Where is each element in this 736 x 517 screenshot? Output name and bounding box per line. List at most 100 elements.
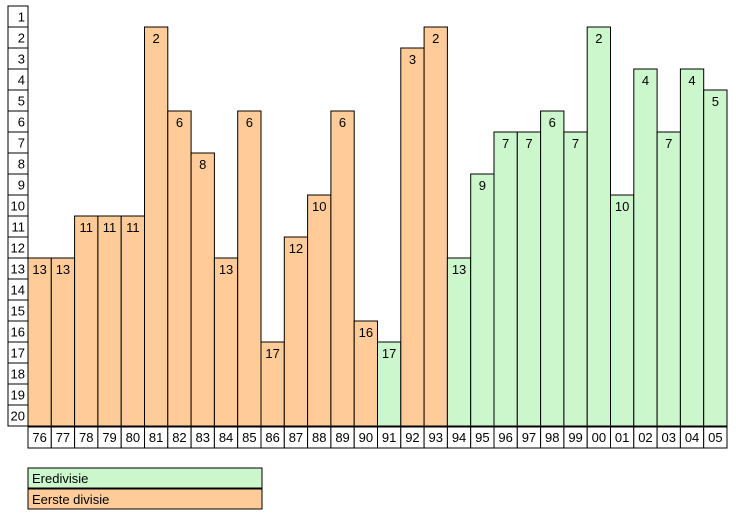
bar-value-label: 3 — [409, 52, 416, 67]
y-tick-label: 16 — [11, 325, 25, 340]
x-tick-label: 84 — [219, 430, 233, 445]
y-tick-label: 18 — [11, 367, 25, 382]
bar — [120, 215, 145, 427]
x-tick-label: 89 — [335, 430, 349, 445]
bar — [144, 26, 169, 427]
y-tick-label: 3 — [18, 52, 25, 67]
bar — [610, 194, 635, 427]
bar-value-label: 10 — [312, 199, 326, 214]
bar — [493, 131, 518, 427]
x-tick-label: 99 — [568, 430, 582, 445]
bar-value-label: 6 — [246, 115, 253, 130]
bar — [74, 215, 99, 427]
x-tick-label: 87 — [289, 430, 303, 445]
x-tick-label: 97 — [522, 430, 536, 445]
x-tick-label: 82 — [172, 430, 186, 445]
bar-value-label: 17 — [265, 346, 279, 361]
x-tick-label: 94 — [452, 430, 466, 445]
bar-value-label: 9 — [479, 178, 486, 193]
legend-label-eerste-divisie: Eerste divisie — [32, 492, 109, 507]
bar-value-label: 2 — [432, 31, 439, 46]
y-tick-label: 17 — [11, 346, 25, 361]
x-tick-label: 81 — [149, 430, 163, 445]
bar — [27, 257, 52, 427]
bar-value-label: 13 — [56, 262, 70, 277]
bar-value-label: 8 — [199, 157, 206, 172]
bar — [190, 152, 215, 427]
bar — [516, 131, 542, 427]
legend-label-eredivisie: Eredivisie — [32, 471, 88, 486]
y-tick-label: 6 — [18, 115, 25, 130]
bar — [656, 131, 681, 427]
bar — [586, 26, 612, 427]
y-tick-label: 10 — [11, 199, 25, 214]
bar-value-label: 17 — [382, 346, 396, 361]
bar — [50, 257, 76, 427]
bar — [563, 131, 588, 427]
bar-value-label: 13 — [452, 262, 466, 277]
y-tick-label: 14 — [11, 283, 25, 298]
bar-value-label: 16 — [359, 325, 373, 340]
y-tick-label: 20 — [11, 409, 25, 424]
x-tick-label: 01 — [615, 430, 629, 445]
x-tick-label: 00 — [592, 430, 606, 445]
bar — [540, 110, 565, 427]
bar — [679, 68, 705, 427]
x-tick-label: 96 — [498, 430, 512, 445]
y-tick-label: 13 — [11, 262, 25, 277]
bar-value-label: 4 — [642, 73, 649, 88]
bar — [400, 47, 425, 427]
x-tick-label: 77 — [56, 430, 70, 445]
x-tick-label: 91 — [382, 430, 396, 445]
bar-value-label: 6 — [549, 115, 556, 130]
bar-value-label: 2 — [153, 31, 160, 46]
y-tick-label: 9 — [18, 178, 25, 193]
y-tick-label: 12 — [11, 241, 25, 256]
bar — [307, 194, 332, 427]
bar-value-label: 5 — [712, 94, 719, 109]
x-tick-label: 90 — [359, 430, 373, 445]
x-tick-label: 79 — [102, 430, 116, 445]
legend-swatch-eerste-divisie — [27, 488, 263, 510]
x-tick-label: 02 — [638, 430, 652, 445]
x-tick-label: 98 — [545, 430, 559, 445]
bar — [703, 89, 728, 427]
x-tick-label: 03 — [662, 430, 676, 445]
y-tick-label: 19 — [11, 388, 25, 403]
bar-value-label: 13 — [219, 262, 233, 277]
y-tick-label: 11 — [12, 220, 26, 235]
bar — [167, 110, 192, 427]
bar — [330, 110, 355, 427]
bar-value-label: 7 — [525, 136, 532, 151]
bar — [470, 173, 495, 427]
y-tick-label: 7 — [18, 136, 25, 151]
x-tick-label: 80 — [126, 430, 140, 445]
y-tick-label: 4 — [18, 73, 25, 88]
bar — [446, 257, 472, 427]
bar-value-label: 4 — [688, 73, 695, 88]
y-tick-label: 2 — [18, 31, 25, 46]
bar-value-label: 13 — [32, 262, 46, 277]
x-tick-label: 95 — [475, 430, 489, 445]
x-tick-cell — [703, 426, 728, 449]
bar — [213, 257, 239, 427]
bar — [237, 110, 262, 427]
bar-value-label: 2 — [595, 31, 602, 46]
y-tick-label: 5 — [18, 94, 25, 109]
bar — [423, 26, 448, 427]
bar-value-label: 11 — [126, 220, 140, 235]
x-tick-label: 86 — [265, 430, 279, 445]
x-tick-label: 76 — [32, 430, 46, 445]
x-tick-label: 93 — [429, 430, 443, 445]
bar-value-label: 10 — [615, 199, 629, 214]
x-tick-label: 05 — [708, 430, 722, 445]
x-tick-label: 83 — [196, 430, 210, 445]
bar — [283, 236, 309, 427]
bar-value-label: 11 — [80, 220, 94, 235]
x-tick-label: 85 — [242, 430, 256, 445]
x-tick-label: 92 — [405, 430, 419, 445]
legend-swatch-eredivisie — [27, 467, 263, 489]
y-tick-label: 1 — [18, 10, 25, 25]
